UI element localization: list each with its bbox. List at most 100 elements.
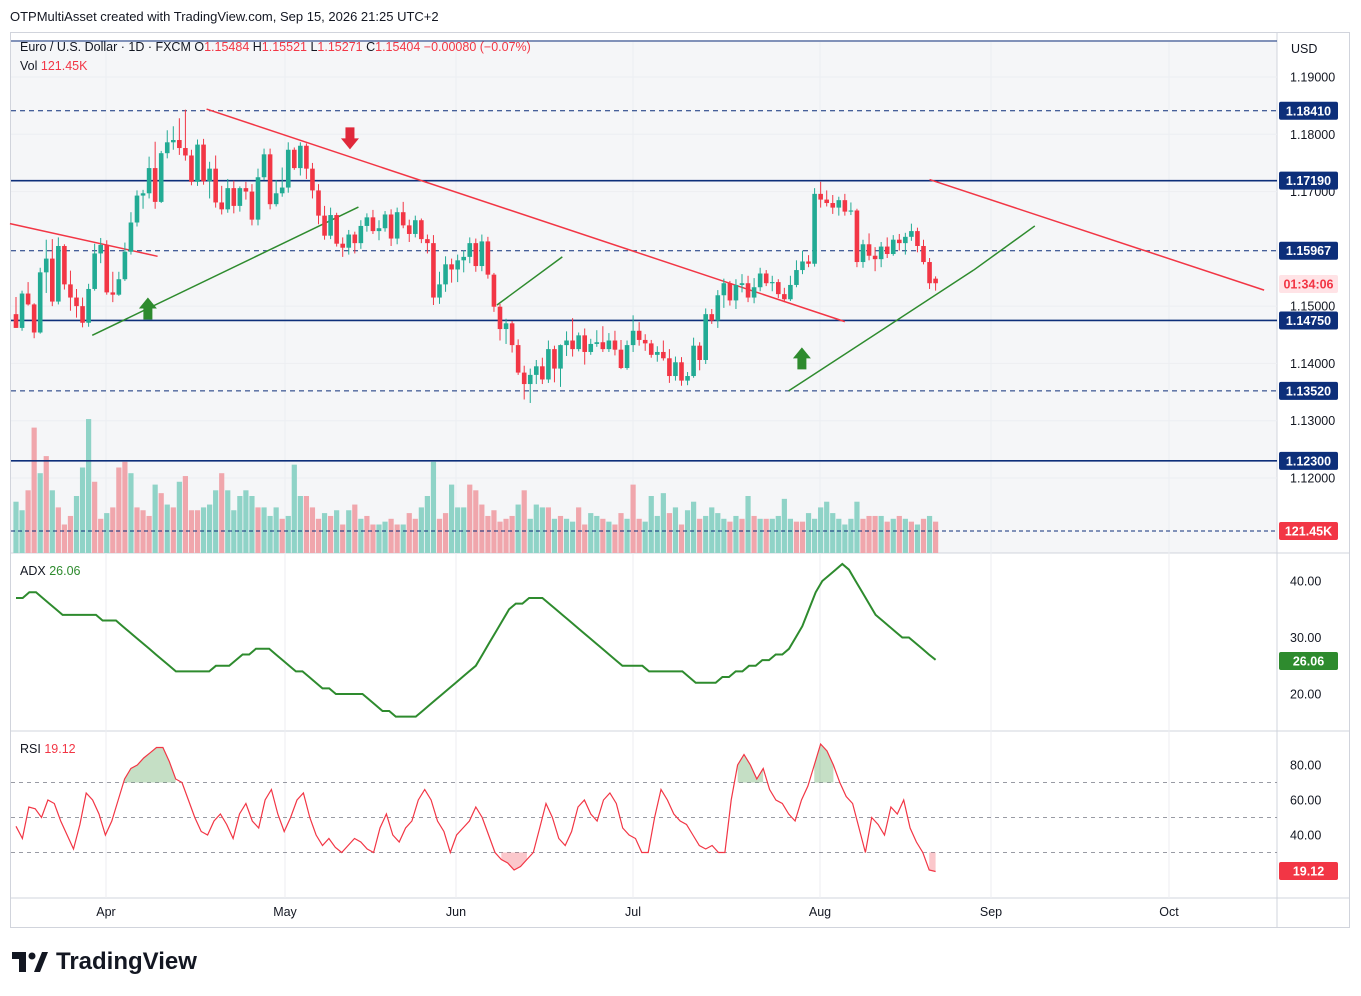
candle-body	[400, 212, 406, 226]
volume-bar	[412, 518, 418, 553]
level-price-badge-bg	[1279, 171, 1338, 190]
candle-body	[74, 297, 79, 307]
volume-label[interactable]: Vol	[20, 59, 38, 73]
candle-body	[43, 258, 49, 273]
volume-bar	[213, 490, 219, 553]
volume-bar	[812, 518, 818, 553]
volume-bar	[128, 473, 134, 553]
level-price-badge-bg	[1279, 311, 1338, 330]
level-price-badge: 1.12300	[1279, 451, 1338, 470]
volume-bar	[854, 501, 860, 553]
volume-bar	[194, 510, 201, 553]
candle-body	[104, 244, 110, 293]
rsi-label[interactable]: RSI	[20, 742, 41, 756]
candle-body	[279, 187, 285, 194]
candle-body	[570, 340, 575, 350]
volume-bar	[225, 490, 231, 553]
volume-bar	[255, 507, 261, 553]
volume-bar	[303, 496, 309, 553]
volume-bars	[11, 419, 1277, 553]
volume-bar	[842, 524, 848, 553]
candle-body	[818, 193, 823, 200]
candle-body	[769, 282, 775, 284]
volume-bar	[757, 518, 763, 553]
candle-body	[576, 335, 581, 350]
candle-body	[836, 200, 842, 208]
candle-body	[679, 362, 684, 381]
candle-body	[703, 314, 708, 360]
candle-body	[733, 284, 739, 301]
volume-bar	[860, 518, 866, 553]
volume-legend: Vol 121.45K	[20, 59, 87, 73]
volume-bar	[533, 504, 539, 553]
candle-body	[158, 153, 164, 202]
volume-bar	[370, 524, 376, 553]
candle-body	[648, 343, 654, 355]
volume-bar	[31, 427, 37, 553]
volume-bar	[237, 496, 243, 553]
candle-body	[249, 191, 255, 220]
signal-arrows	[138, 127, 811, 370]
candle-body	[134, 195, 140, 223]
level-price-badge-bg	[1279, 241, 1338, 260]
volume-bar	[98, 518, 104, 553]
currency-label[interactable]: USD	[1291, 42, 1318, 56]
volume-bar	[866, 515, 872, 553]
level-price-badge: 1.14750	[1279, 311, 1338, 330]
volume-bar	[140, 510, 146, 553]
candle-body	[534, 366, 539, 375]
volume-bar	[908, 521, 914, 553]
low-value: 1.15271	[317, 40, 363, 54]
candle-body	[673, 362, 678, 377]
candle-body	[292, 149, 297, 169]
candle-body	[116, 279, 122, 295]
candle-body	[751, 287, 757, 298]
candle-body	[316, 190, 321, 216]
volume-bar	[582, 524, 588, 553]
volume-bar	[61, 524, 67, 553]
candle-body	[189, 155, 194, 182]
price-tick-label: 1.19000	[1290, 71, 1335, 85]
candle-body	[812, 193, 817, 264]
volume-bar	[933, 521, 939, 553]
volume-bar	[418, 507, 424, 553]
volume-bar	[219, 473, 225, 553]
volume-bar	[539, 507, 545, 553]
candle-body	[515, 345, 521, 373]
tradingview-logo[interactable]: TradingView	[12, 948, 197, 976]
volume-bar	[769, 518, 775, 553]
volume-bar	[703, 515, 709, 553]
chart-frame	[10, 32, 1350, 928]
volume-bar	[207, 504, 213, 553]
candle-body	[691, 345, 696, 377]
rsi-value-badge-text: 19.12	[1293, 865, 1324, 879]
volume-bar	[92, 481, 98, 553]
candle-body	[715, 295, 721, 321]
volume-bar	[751, 515, 757, 553]
symbol-name[interactable]: Euro / U.S. Dollar · 1D · FXCM	[20, 40, 191, 54]
volume-bar	[818, 507, 824, 553]
candle-body	[237, 188, 243, 206]
volume-bar	[684, 510, 691, 553]
candle-body	[606, 340, 612, 350]
rsi-tick-label: 40.00	[1290, 829, 1321, 843]
volume-bar	[79, 467, 86, 553]
level-price-badge: 1.17190	[1279, 171, 1338, 190]
volume-bar	[291, 464, 297, 553]
rsi-pane	[11, 742, 1277, 873]
candle-body	[521, 372, 527, 385]
countdown-badge: 01:34:06	[1279, 275, 1338, 293]
candle-body	[213, 168, 218, 203]
volume-value: 121.45K	[40, 59, 88, 73]
month-label: Oct	[1159, 905, 1179, 919]
volume-bar	[485, 515, 491, 553]
volume-bar	[836, 518, 842, 553]
candle-body	[467, 243, 473, 257]
month-label: May	[273, 905, 297, 919]
adx-label[interactable]: ADX	[20, 564, 46, 578]
candle-body	[794, 270, 799, 285]
candle-body	[921, 245, 926, 263]
volume-bar	[473, 490, 479, 553]
candle-body	[915, 231, 920, 246]
